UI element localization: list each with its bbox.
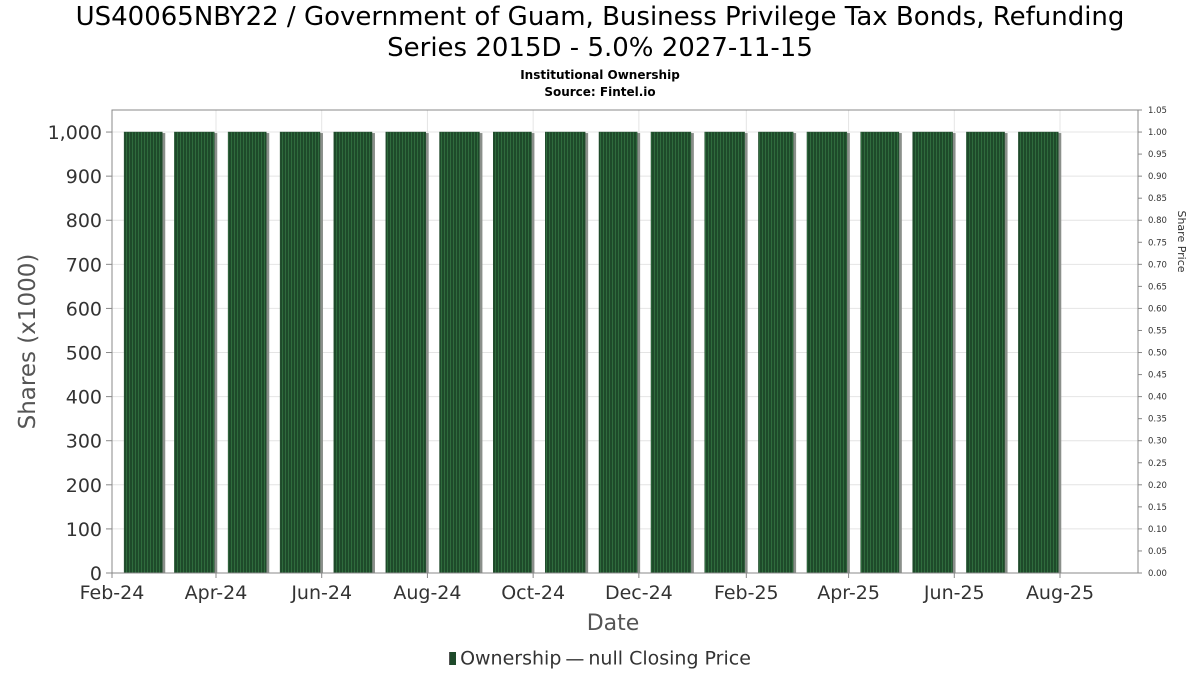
y2-tick-label: 1.05: [1148, 106, 1167, 116]
ownership-bar-shadow: [585, 133, 589, 574]
x-axis-label: Date: [587, 611, 640, 636]
ownership-bar-shadow: [425, 133, 429, 574]
y-tick-label: 700: [66, 254, 102, 276]
chart-title: US40065NBY22 / Government of Guam, Busin…: [0, 2, 1200, 64]
ownership-bar: [598, 131, 638, 574]
chart-legend: Ownership — null Closing Price: [0, 647, 1200, 670]
y2-tick-label: 0.60: [1148, 304, 1167, 314]
ownership-bar-shadow: [319, 133, 323, 574]
ownership-bar: [1018, 131, 1059, 574]
y-axis-label: Shares (x1000): [15, 254, 41, 430]
ownership-bar-shadow: [1004, 133, 1008, 574]
chart-title-line2: Series 2015D - 5.0% 2027-11-15: [387, 33, 813, 63]
y2-tick-label: 0.65: [1148, 282, 1167, 292]
ownership-bar-shadow: [1058, 133, 1062, 574]
y-tick-label: 900: [66, 166, 102, 188]
ownership-bar-shadow: [744, 133, 748, 574]
ownership-bar: [174, 131, 215, 574]
y2-tick-label: 0.20: [1148, 481, 1167, 491]
ownership-bar: [123, 131, 163, 574]
y-tick-label: 0: [90, 563, 102, 585]
ownership-bar: [704, 131, 745, 574]
y2-tick-label: 0.35: [1148, 415, 1167, 425]
ownership-bar: [227, 131, 267, 574]
x-tick-label: Jun-24: [290, 582, 352, 604]
y2-tick-label: 0.80: [1148, 216, 1167, 226]
y2-tick-label: 0.40: [1148, 393, 1167, 403]
ownership-bar-shadow: [952, 133, 956, 574]
ownership-bar-shadow: [793, 133, 797, 574]
y-tick-label: 500: [66, 343, 102, 365]
y2-tick-label: 0.75: [1148, 238, 1167, 248]
plot-border: [111, 109, 1139, 574]
x-tick-label: Apr-25: [817, 582, 880, 604]
y2-tick-label: 0.95: [1148, 150, 1167, 160]
y2-tick-label: 0.45: [1148, 371, 1167, 381]
chart-source: Source: Fintel.io: [544, 85, 656, 99]
legend-ownership-label: Ownership: [460, 647, 562, 670]
ownership-bar: [966, 131, 1005, 574]
ownership-bar-shadow: [531, 133, 535, 574]
x-tick-label: Aug-24: [393, 582, 461, 604]
y2-tick-label: 0.70: [1148, 260, 1167, 270]
y-tick-label: 600: [66, 298, 102, 320]
ownership-bar: [758, 131, 794, 574]
y-tick-label: 800: [66, 210, 102, 232]
y-tick-label: 200: [66, 475, 102, 497]
ownership-bar: [493, 131, 532, 574]
y2-axis-label: Share Price: [1175, 210, 1188, 272]
ownership-bar: [439, 131, 480, 574]
ownership-bar-shadow: [266, 133, 270, 574]
x-tick-label: Aug-25: [1026, 582, 1094, 604]
legend-line-marker: —: [565, 647, 585, 670]
x-tick-label: Feb-24: [80, 582, 145, 604]
ownership-bar-shadow: [479, 133, 483, 574]
y2-tick-label: 0.50: [1148, 349, 1167, 359]
x-tick-label: Feb-25: [714, 582, 779, 604]
y2-tick-label: 0.10: [1148, 525, 1167, 535]
ownership-bar-shadow: [690, 133, 694, 574]
y2-tick-label: 0.00: [1148, 569, 1167, 579]
ownership-legend-swatch: [449, 652, 457, 665]
legend-price-label: null Closing Price: [588, 647, 751, 670]
y2-tick-label: 0.85: [1148, 194, 1167, 204]
ownership-bar-shadow: [846, 133, 850, 574]
y-tick-label: 100: [66, 519, 102, 541]
y2-tick-label: 0.25: [1148, 459, 1167, 469]
x-tick-label: Dec-24: [605, 582, 673, 604]
ownership-bar-shadow: [898, 133, 902, 574]
ownership-bar: [806, 131, 848, 574]
y-tick-label: 300: [66, 431, 102, 453]
y2-tick-label: 0.05: [1148, 547, 1167, 557]
y2-tick-label: 0.15: [1148, 503, 1167, 513]
ownership-bar-shadow: [371, 133, 375, 574]
ownership-bar: [912, 131, 953, 574]
ownership-bar: [333, 131, 373, 574]
ownership-bar-shadow: [214, 133, 218, 574]
x-tick-label: Jun-25: [923, 582, 985, 604]
ownership-chart: 0 100 200 300 400 500 600 700 800 900 1,000 Feb-24 A…: [15, 106, 1188, 636]
x-tick-label: Apr-24: [185, 582, 248, 604]
ownership-bar-shadow: [637, 133, 641, 574]
ownership-bar-shadow: [162, 133, 166, 574]
chart-subtitle: Institutional Ownership: [520, 68, 680, 82]
ownership-bar: [860, 131, 900, 574]
ownership-bar: [650, 131, 692, 574]
y2-tick-label: 0.90: [1148, 172, 1167, 182]
chart-title-line1: US40065NBY22 / Government of Guam, Busin…: [75, 2, 1125, 32]
ownership-bar: [385, 131, 426, 574]
ownership-bar: [279, 131, 321, 574]
ownership-bar: [545, 131, 586, 574]
y2-tick-label: 0.30: [1148, 437, 1167, 447]
y2-tick-label: 1.00: [1148, 128, 1167, 138]
y-tick-label: 400: [66, 387, 102, 409]
x-tick-label: Oct-24: [501, 582, 565, 604]
y-tick-label: 1,000: [48, 122, 102, 144]
y2-tick-label: 0.55: [1148, 326, 1167, 336]
